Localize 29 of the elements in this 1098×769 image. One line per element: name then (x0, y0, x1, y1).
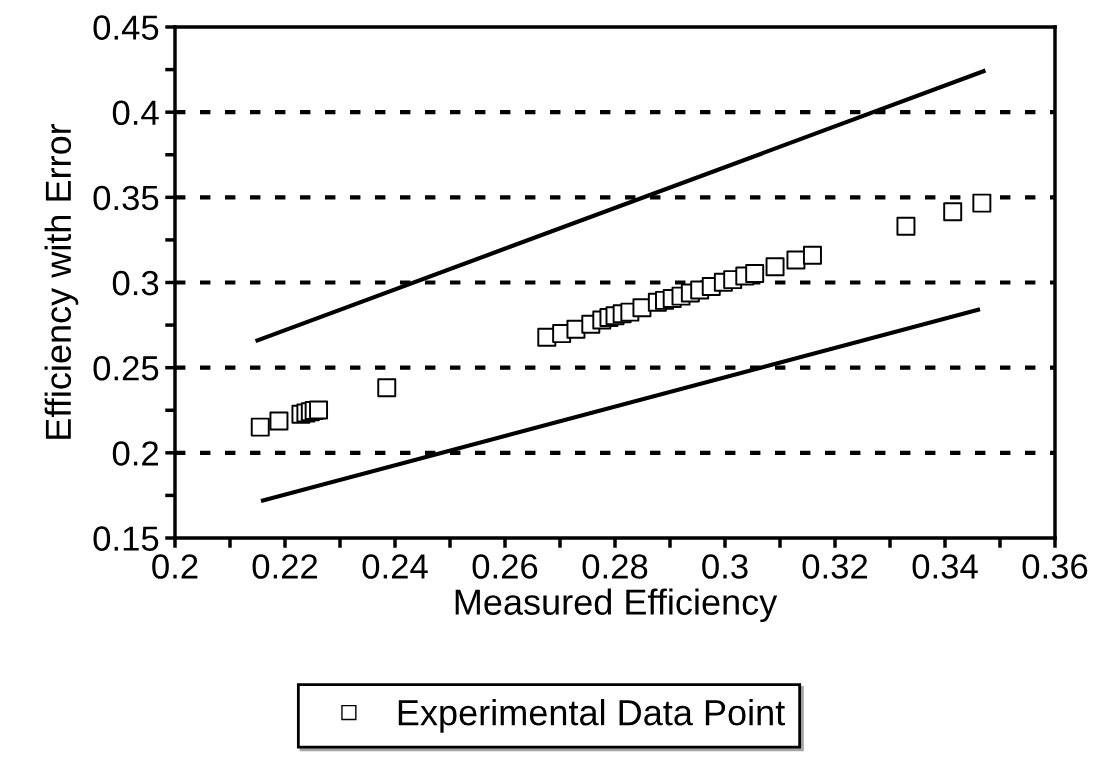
point (765, 257, 785, 277)
point (943, 202, 963, 222)
x-tick-label: 0.32 (802, 554, 868, 579)
x-tick-label: 0.2 (152, 554, 198, 579)
legend-label: Experimental Data Point (398, 698, 785, 733)
point (377, 378, 397, 398)
point (309, 400, 329, 420)
point (269, 411, 289, 431)
y-tick-label: 0.25 (93, 356, 159, 381)
y-tick-label: 0.4 (112, 100, 159, 126)
x-tick-label: 0.24 (362, 554, 428, 579)
point (972, 193, 992, 213)
x-tick-label: 0.36 (1022, 554, 1088, 579)
y-tick-label: 0.3 (112, 270, 159, 296)
y-tick-label: 0.15 (93, 526, 159, 551)
x-tick-label: 0.22 (252, 554, 318, 579)
point (250, 417, 270, 437)
y-tick-label: 0.45 (93, 15, 159, 40)
y-axis-title: Efficiency with Error (44, 123, 79, 439)
point (802, 245, 822, 265)
point (896, 216, 916, 236)
y-tick-label: 0.2 (112, 441, 158, 466)
y-tick-label: 0.35 (93, 185, 159, 211)
point (745, 264, 765, 283)
x-tick-label: 0.28 (582, 554, 648, 579)
x-axis-title: Measured Efficiency (455, 588, 778, 623)
x-tick-label: 0.3 (702, 554, 748, 579)
x-tick-label: 0.34 (912, 554, 978, 579)
x-tick-label: 0.26 (472, 554, 538, 579)
